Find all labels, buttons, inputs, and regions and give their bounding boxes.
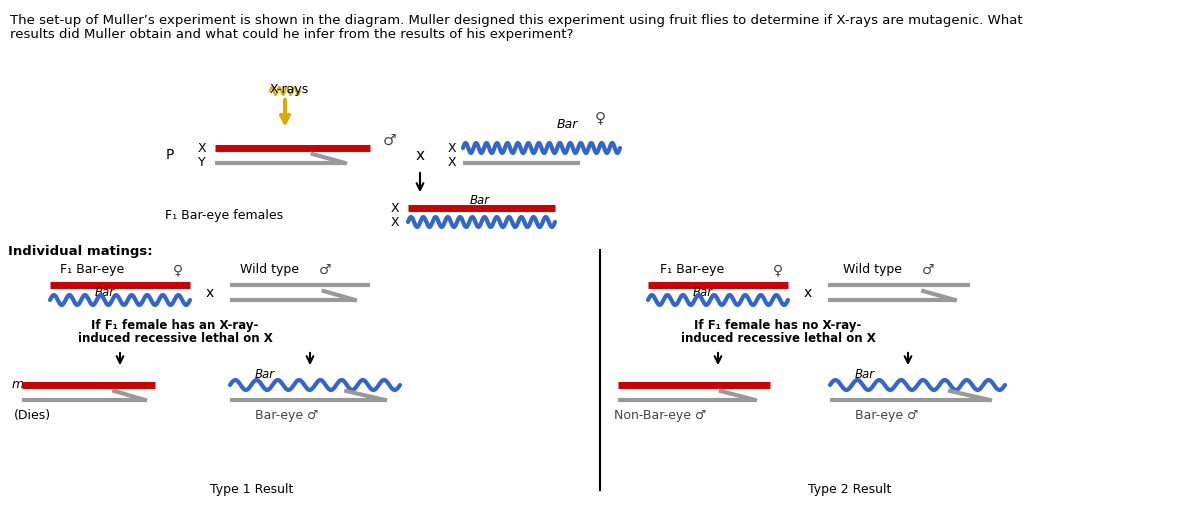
Text: X: X [448,156,456,170]
Text: F₁ Bar-eye: F₁ Bar-eye [60,264,128,277]
Text: F₁ Bar-eye females: F₁ Bar-eye females [166,209,283,222]
Text: Wild type: Wild type [842,264,906,277]
Text: Bar: Bar [470,194,490,208]
Text: If F₁ female has no X-ray-: If F₁ female has no X-ray- [695,319,862,332]
Text: ♂: ♂ [319,263,331,277]
Text: P: P [166,148,174,162]
Text: x: x [206,286,214,300]
Text: Bar-eye ♂: Bar-eye ♂ [854,409,918,421]
Text: ♂: ♂ [922,263,935,277]
Text: results did Muller obtain and what could he infer from the results of his experi: results did Muller obtain and what could… [10,28,574,41]
Text: Individual matings:: Individual matings: [8,246,152,259]
Text: Bar: Bar [557,118,577,131]
Text: Bar: Bar [854,369,875,381]
Text: Type 2 Result: Type 2 Result [808,484,892,497]
Text: induced recessive lethal on X: induced recessive lethal on X [78,332,272,344]
Text: x: x [804,286,812,300]
Text: X: X [198,141,206,155]
Text: induced recessive lethal on X: induced recessive lethal on X [680,332,875,344]
Text: If F₁ female has an X-ray-: If F₁ female has an X-ray- [91,319,259,332]
Text: ♀: ♀ [173,263,184,277]
Text: F₁ Bar-eye: F₁ Bar-eye [660,264,728,277]
Text: (Dies): (Dies) [14,409,52,421]
Text: The set-up of Muller’s experiment is shown in the diagram. Muller designed this : The set-up of Muller’s experiment is sho… [10,14,1022,27]
Text: m: m [12,378,24,392]
Text: Type 1 Result: Type 1 Result [210,484,293,497]
Text: ♀: ♀ [773,263,784,277]
Text: Wild type: Wild type [240,264,302,277]
Text: x: x [415,148,425,162]
Text: Bar: Bar [254,369,275,381]
Text: Bar: Bar [95,286,115,300]
Text: Y: Y [198,156,206,170]
Text: X: X [391,201,400,214]
Text: X: X [448,141,456,155]
Text: Non-Bar-eye ♂: Non-Bar-eye ♂ [614,409,707,421]
Text: ♀: ♀ [594,111,606,125]
Text: Bar: Bar [692,286,713,300]
Text: ♂: ♂ [383,133,397,148]
Text: X: X [391,215,400,229]
Text: Bar-eye ♂: Bar-eye ♂ [256,409,318,421]
Text: X-rays: X-rays [270,83,310,97]
